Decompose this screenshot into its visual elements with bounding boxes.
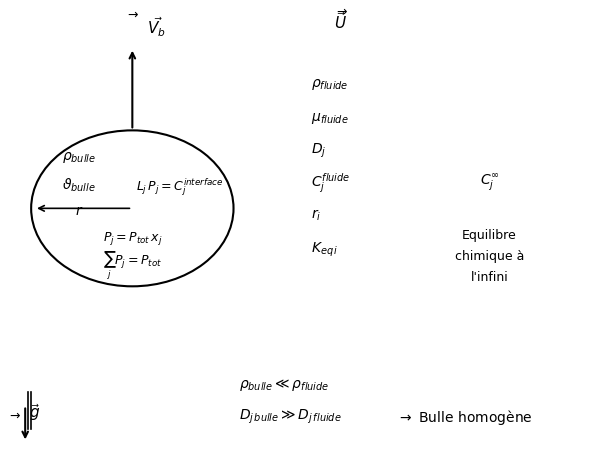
Text: $\vec{V_b}$: $\vec{V_b}$ — [147, 15, 166, 39]
Text: $C_j^{\infty}$: $C_j^{\infty}$ — [480, 173, 499, 193]
Text: $r$: $r$ — [75, 204, 83, 218]
Text: $\rho_{bulle}$: $\rho_{bulle}$ — [62, 151, 96, 165]
Text: l'infini: l'infini — [471, 271, 508, 284]
Text: $\vec{g}$: $\vec{g}$ — [29, 402, 39, 423]
Text: $\rightarrow$ Bulle homogène: $\rightarrow$ Bulle homogène — [397, 407, 533, 426]
Text: $\rho_{fluide}$: $\rho_{fluide}$ — [311, 77, 349, 92]
Text: $\mu_{fluide}$: $\mu_{fluide}$ — [311, 111, 349, 127]
Text: $P_j = P_{tot}\, x_j$: $P_j = P_{tot}\, x_j$ — [102, 230, 162, 247]
Text: $D_{j\,bulle} \gg D_{j\,fluide}$: $D_{j\,bulle} \gg D_{j\,fluide}$ — [239, 408, 342, 426]
Text: $D_j$: $D_j$ — [311, 142, 327, 160]
Text: $L_j\, P_j = C_j^{interface}$: $L_j\, P_j = C_j^{interface}$ — [136, 177, 224, 199]
Text: $\sum_j P_j = P_{tot}$: $\sum_j P_j = P_{tot}$ — [103, 249, 162, 282]
Text: $\rho_{bulle} \ll \rho_{fluide}$: $\rho_{bulle} \ll \rho_{fluide}$ — [239, 377, 330, 393]
Text: chimique à: chimique à — [455, 250, 524, 263]
Text: $\rightarrow$: $\rightarrow$ — [7, 408, 22, 421]
Text: $K_{eq\, i}$: $K_{eq\, i}$ — [311, 241, 338, 259]
Text: $\rightarrow$: $\rightarrow$ — [125, 7, 139, 20]
Text: Equilibre: Equilibre — [462, 229, 517, 243]
Text: $\vec{U}$: $\vec{U}$ — [334, 11, 347, 32]
Text: $C_j^{fluide}$: $C_j^{fluide}$ — [311, 171, 350, 195]
Text: $r_i$: $r_i$ — [311, 207, 321, 223]
Text: $\vartheta_{bulle}$: $\vartheta_{bulle}$ — [62, 176, 96, 194]
Text: $\rightarrow$: $\rightarrow$ — [334, 5, 348, 18]
